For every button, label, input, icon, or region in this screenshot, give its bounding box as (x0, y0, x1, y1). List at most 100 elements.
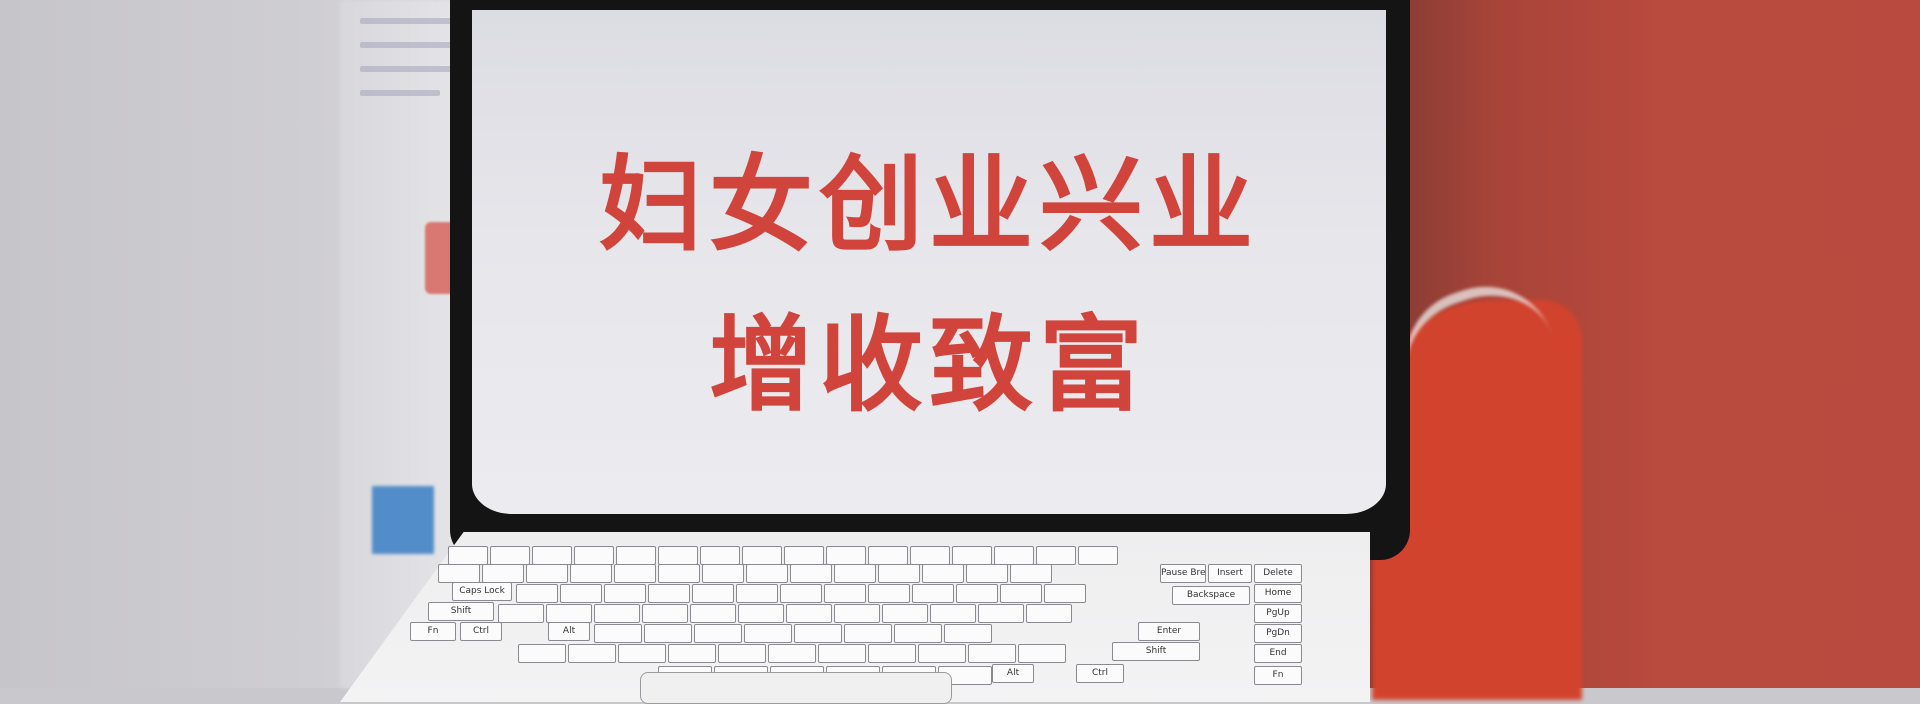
document-text-line (360, 42, 460, 48)
key[interactable] (746, 564, 788, 583)
key[interactable] (658, 546, 698, 565)
key[interactable] (922, 564, 964, 583)
key-ctrl-left[interactable]: Ctrl (460, 622, 502, 641)
key[interactable] (1044, 584, 1086, 603)
key[interactable] (570, 564, 612, 583)
key[interactable] (618, 644, 666, 663)
key[interactable] (918, 644, 966, 663)
key[interactable] (1026, 604, 1072, 623)
key[interactable] (1000, 584, 1042, 603)
key[interactable] (668, 644, 716, 663)
key[interactable] (482, 564, 524, 583)
key[interactable] (692, 584, 734, 603)
key[interactable] (532, 546, 572, 565)
key[interactable] (868, 644, 916, 663)
key-shift-right[interactable]: Shift (1112, 642, 1200, 661)
key[interactable] (868, 546, 908, 565)
key[interactable] (736, 584, 778, 603)
key-alt-right[interactable]: Alt (992, 664, 1034, 683)
key[interactable] (790, 564, 832, 583)
key-caps-lock[interactable]: Caps Lock (452, 582, 512, 601)
key[interactable] (644, 624, 692, 643)
key[interactable] (604, 584, 646, 603)
touchpad (640, 672, 952, 704)
key[interactable] (944, 624, 992, 643)
key[interactable] (1018, 644, 1066, 663)
document-blue-graphic (372, 486, 434, 554)
key[interactable] (834, 564, 876, 583)
key[interactable] (560, 584, 602, 603)
key[interactable] (826, 546, 866, 565)
key[interactable] (438, 564, 480, 583)
key[interactable] (614, 564, 656, 583)
key-alt-left[interactable]: Alt (548, 622, 590, 641)
key-fn-right[interactable]: Fn (1254, 666, 1302, 685)
key[interactable] (868, 584, 910, 603)
key[interactable] (966, 564, 1008, 583)
key[interactable] (518, 644, 566, 663)
key[interactable] (1036, 546, 1076, 565)
key[interactable] (738, 604, 784, 623)
key[interactable] (700, 546, 740, 565)
key[interactable] (824, 584, 866, 603)
key[interactable] (702, 564, 744, 583)
key-insert[interactable]: Insert (1208, 564, 1252, 583)
key[interactable] (498, 604, 544, 623)
key[interactable] (568, 644, 616, 663)
key[interactable] (994, 546, 1034, 565)
key[interactable] (912, 584, 954, 603)
key-pause-break[interactable]: Pause Break (1160, 564, 1206, 583)
key[interactable] (744, 624, 792, 643)
key-backspace[interactable]: Backspace (1172, 586, 1250, 605)
key[interactable] (516, 584, 558, 603)
key[interactable] (690, 604, 736, 623)
document-text-line (360, 18, 460, 24)
key[interactable] (952, 546, 992, 565)
key-home[interactable]: Home (1254, 584, 1302, 603)
key[interactable] (768, 644, 816, 663)
key[interactable] (642, 604, 688, 623)
key[interactable] (894, 624, 942, 643)
key[interactable] (818, 644, 866, 663)
key[interactable] (786, 604, 832, 623)
key-delete[interactable]: Delete (1254, 564, 1302, 583)
keyboard: Caps Lock Shift Ctrl Fn Alt Backspace En… (408, 542, 1316, 688)
key[interactable] (882, 604, 928, 623)
key[interactable] (794, 624, 842, 643)
key[interactable] (574, 546, 614, 565)
key[interactable] (648, 584, 690, 603)
key[interactable] (844, 624, 892, 643)
key[interactable] (834, 604, 880, 623)
key-ctrl-right[interactable]: Ctrl (1076, 664, 1124, 683)
key[interactable] (658, 564, 700, 583)
key[interactable] (594, 604, 640, 623)
key[interactable] (490, 546, 530, 565)
key-enter[interactable]: Enter (1138, 622, 1200, 641)
key[interactable] (1078, 546, 1118, 565)
key-fn-left[interactable]: Fn (410, 622, 456, 641)
key-pgup[interactable]: PgUp (1254, 604, 1302, 623)
key[interactable] (878, 564, 920, 583)
key[interactable] (910, 546, 950, 565)
key[interactable] (968, 644, 1016, 663)
key[interactable] (526, 564, 568, 583)
key-shift-left[interactable]: Shift (428, 602, 494, 621)
key[interactable] (448, 546, 488, 565)
document-text-line (360, 66, 460, 72)
key[interactable] (694, 624, 742, 643)
screen-title-line1: 妇女创业兴业 (598, 144, 1259, 266)
key[interactable] (742, 546, 782, 565)
key-end[interactable]: End (1254, 644, 1302, 663)
screen-title-line2: 增收致富 (708, 304, 1149, 426)
key[interactable] (546, 604, 592, 623)
key[interactable] (978, 604, 1024, 623)
key[interactable] (616, 546, 656, 565)
key[interactable] (930, 604, 976, 623)
key[interactable] (1010, 564, 1052, 583)
key[interactable] (784, 546, 824, 565)
key[interactable] (594, 624, 642, 643)
key[interactable] (780, 584, 822, 603)
key[interactable] (718, 644, 766, 663)
key[interactable] (956, 584, 998, 603)
key-pgdn[interactable]: PgDn (1254, 624, 1302, 643)
